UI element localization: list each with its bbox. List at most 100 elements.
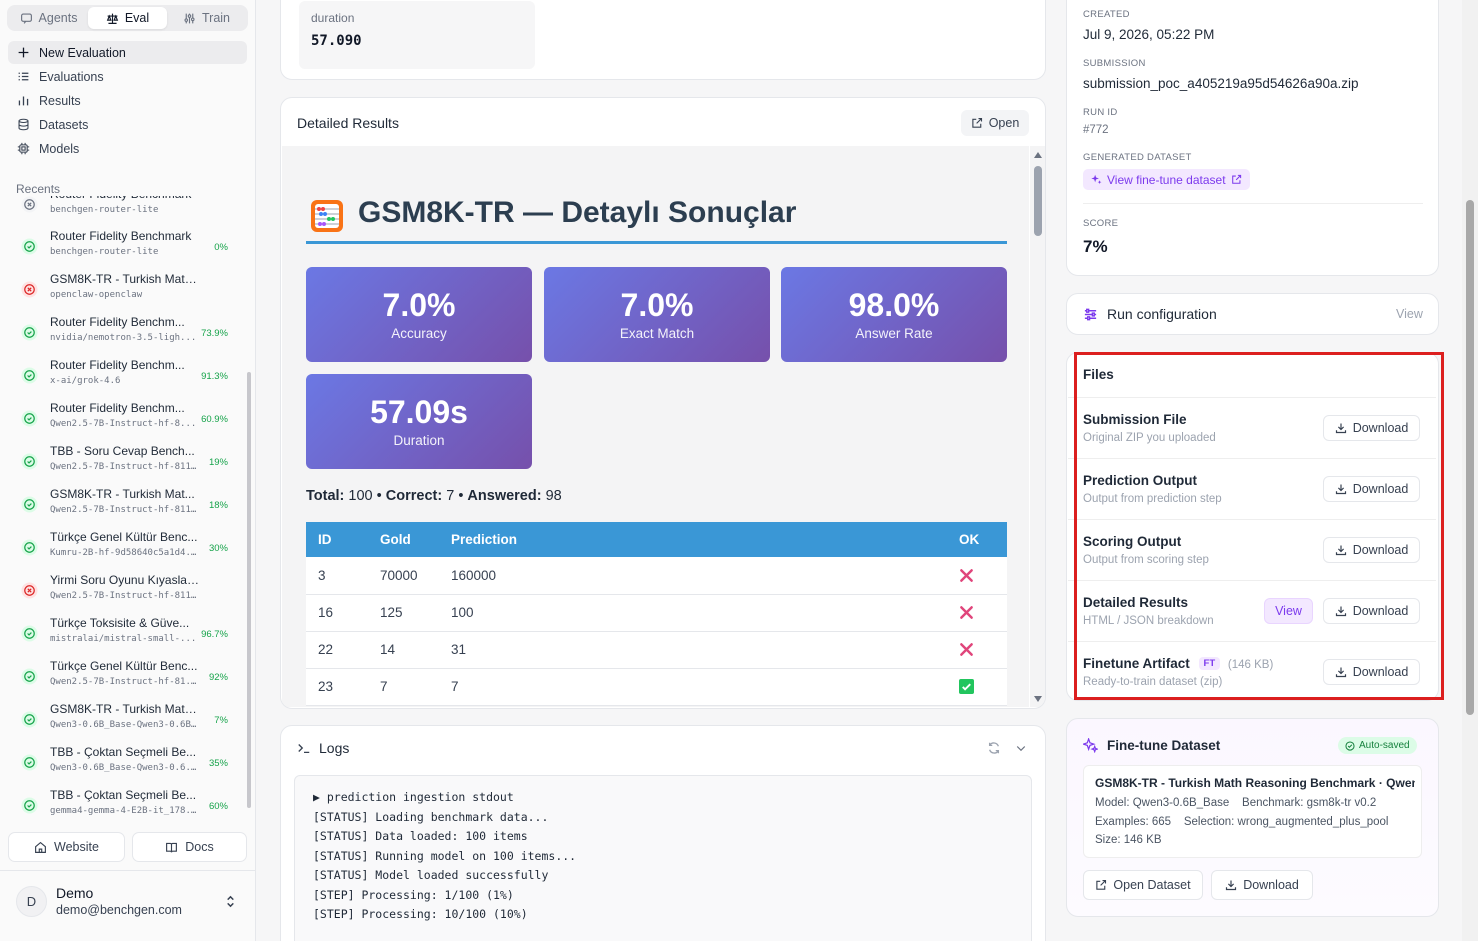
file-name: Detailed Results bbox=[1083, 595, 1189, 610]
download-icon bbox=[1335, 423, 1346, 434]
files-title: Files bbox=[1083, 367, 1114, 382]
nav-results[interactable]: Results bbox=[8, 89, 247, 112]
page-scrollbar[interactable] bbox=[1462, 0, 1478, 941]
recent-item[interactable]: Router Fidelity Benchm... Qwen2.5-7B-Inst… bbox=[8, 398, 240, 438]
report-scrollbar[interactable] bbox=[1030, 146, 1045, 707]
chevron-down-icon[interactable] bbox=[1015, 742, 1027, 754]
recent-item[interactable]: Router Fidelity Benchmark benchgen-router… bbox=[8, 196, 240, 224]
run-config-view[interactable]: View bbox=[1396, 307, 1423, 321]
page-scroll-thumb[interactable] bbox=[1466, 200, 1474, 715]
file-description: Original ZIP you uploaded bbox=[1083, 432, 1216, 444]
nav-models[interactable]: Models bbox=[8, 137, 247, 160]
abacus-icon bbox=[311, 200, 343, 232]
open-results-button[interactable]: Open bbox=[961, 110, 1029, 136]
cell-prediction: 160000 bbox=[439, 557, 947, 595]
detailed-results-title: Detailed Results bbox=[297, 115, 399, 131]
duration-box: duration 57.090 bbox=[299, 1, 535, 69]
view-file-button[interactable]: View bbox=[1264, 598, 1313, 624]
download-icon bbox=[1335, 667, 1346, 678]
recent-model: Qwen3-0.6B_Base-Qwen3-0.6... bbox=[50, 763, 200, 773]
recent-model: Qwen2.5-7B-Instruct-hf-811... bbox=[50, 462, 200, 472]
recent-score: 19% bbox=[208, 457, 228, 468]
book-icon bbox=[166, 842, 178, 852]
recent-item[interactable]: GSM8K-TR - Turkish Math Rea... openclaw-o… bbox=[8, 269, 240, 309]
recent-model: Qwen2.5-7B-Instruct-hf-8116f9e5... bbox=[50, 591, 200, 601]
scroll-up-arrow[interactable] bbox=[1034, 152, 1042, 158]
log-line: ▶ prediction ingestion stdout bbox=[313, 790, 514, 804]
x-circle-icon bbox=[21, 281, 38, 298]
table-row: 23 7 7 bbox=[306, 668, 1007, 706]
recent-model: Qwen2.5-7B-Instruct-hf-8... bbox=[50, 419, 197, 429]
recent-item[interactable]: Türkçe Toksisite & Güve... mistralai/mist… bbox=[8, 613, 240, 653]
log-line: [STATUS] Data loaded: 100 items bbox=[313, 829, 528, 843]
recent-item[interactable]: Yirmi Soru Oyunu Kıyaslaması Qwen2.5-7B-I… bbox=[8, 570, 240, 610]
cell-gold: 7 bbox=[368, 668, 439, 706]
sliders-icon bbox=[184, 13, 195, 23]
recent-item[interactable]: TBB - Soru Cevap Bench... Qwen2.5-7B-Inst… bbox=[8, 441, 240, 481]
cell-id: 22 bbox=[306, 631, 368, 669]
score-value: 7% bbox=[1083, 237, 1108, 256]
check-circle-icon bbox=[21, 668, 38, 685]
download-button[interactable]: Download bbox=[1323, 598, 1420, 624]
chevron-up-down-icon[interactable] bbox=[224, 894, 237, 909]
download-button[interactable]: Download bbox=[1323, 659, 1420, 685]
nav-new-evaluation[interactable]: New Evaluation bbox=[8, 41, 247, 64]
cell-id: 3 bbox=[306, 557, 368, 595]
table-body: 3 70000 160000 16 125 100 22 14 31 23 7 7 bbox=[306, 557, 1007, 706]
recent-item[interactable]: Türkçe Genel Kültür Benc... Kumru-2B-hf-9… bbox=[8, 527, 240, 567]
recent-item[interactable]: TBB - Çoktan Seçmeli Be... gemma4-gemma-4… bbox=[8, 785, 240, 822]
cell-ok bbox=[947, 557, 1007, 595]
recent-title: Router Fidelity Benchmark bbox=[50, 229, 192, 243]
terminal-icon bbox=[298, 744, 310, 754]
scroll-down-arrow[interactable] bbox=[1034, 696, 1042, 702]
check-circle-icon bbox=[21, 754, 38, 771]
recent-model: Qwen2.5-7B-Instruct-hf-811... bbox=[50, 505, 200, 515]
recent-item[interactable]: TBB - Çoktan Seçmeli Be... Qwen3-0.6B_Bas… bbox=[8, 742, 240, 782]
recent-item[interactable]: Router Fidelity Benchm... nvidia/nemotron… bbox=[8, 312, 240, 352]
log-line: [STATUS] Loading benchmark data... bbox=[313, 809, 549, 824]
view-finetune-link[interactable]: View fine-tune dataset bbox=[1083, 169, 1250, 190]
table-row: 16 125 100 bbox=[306, 594, 1007, 632]
run-config-card[interactable]: Run configuration View bbox=[1066, 293, 1439, 335]
recent-score: 7% bbox=[214, 715, 228, 726]
recent-item[interactable]: Router Fidelity Benchm... x-ai/grok-4.6 91… bbox=[8, 355, 240, 395]
run-info-card: CREATED Jul 9, 2026, 05:22 PM SUBMISSION… bbox=[1066, 0, 1439, 276]
report-frame[interactable]: GSM8K-TR — Detaylı Sonuçlar 7.0% Accurac… bbox=[282, 146, 1029, 707]
scroll-thumb[interactable] bbox=[1034, 166, 1042, 236]
recent-model: Qwen3-0.6B_Base-Qwen3-0.6B... bbox=[50, 720, 200, 730]
recent-item[interactable]: Türkçe Genel Kültür Benc... Qwen2.5-7B-In… bbox=[8, 656, 240, 696]
recent-item[interactable]: GSM8K-TR - Turkish Math... Qwen3-0.6B_Bas… bbox=[8, 699, 240, 739]
user-menu[interactable]: D Demo demo@benchgen.com bbox=[0, 870, 256, 941]
col-prediction: Prediction bbox=[439, 522, 947, 557]
logs-card: Logs ▶ prediction ingestion stdout [STATU… bbox=[280, 725, 1046, 941]
external-link-icon bbox=[1231, 174, 1241, 184]
download-button[interactable]: Download bbox=[1323, 415, 1420, 441]
sidebar-scrollbar[interactable] bbox=[247, 372, 251, 808]
check-circle-icon bbox=[21, 711, 38, 728]
download-dataset-button[interactable]: Download bbox=[1211, 870, 1313, 900]
website-button[interactable]: Website bbox=[8, 832, 125, 862]
recent-item[interactable]: GSM8K-TR - Turkish Mat... Qwen2.5-7B-Inst… bbox=[8, 484, 240, 524]
sparkles-icon bbox=[1091, 174, 1102, 184]
tab-train[interactable]: Train bbox=[167, 7, 246, 29]
divider bbox=[1083, 203, 1423, 204]
submission-label: SUBMISSION bbox=[1083, 58, 1146, 69]
download-button[interactable]: Download bbox=[1323, 537, 1420, 563]
recent-model: mistralai/mistral-small-... bbox=[50, 634, 197, 644]
file-name: Submission File bbox=[1083, 412, 1187, 427]
recent-title: Router Fidelity Benchm... bbox=[50, 401, 185, 415]
run-id-label: RUN ID bbox=[1083, 107, 1118, 118]
docs-button[interactable]: Docs bbox=[132, 832, 247, 862]
tab-agents[interactable]: Agents bbox=[9, 7, 88, 29]
file-row: Scoring Output Output from scoring step Do… bbox=[1068, 519, 1436, 580]
user-email: demo@benchgen.com bbox=[56, 903, 182, 917]
tab-eval[interactable]: Eval bbox=[88, 7, 167, 29]
user-name: Demo bbox=[56, 885, 94, 901]
download-button[interactable]: Download bbox=[1323, 476, 1420, 502]
score-label: SCORE bbox=[1083, 218, 1119, 229]
nav-datasets[interactable]: Datasets bbox=[8, 113, 247, 136]
open-dataset-button[interactable]: Open Dataset bbox=[1083, 870, 1203, 900]
recent-item[interactable]: Router Fidelity Benchmark benchgen-router… bbox=[8, 226, 240, 266]
refresh-icon[interactable] bbox=[987, 741, 1001, 755]
nav-evaluations[interactable]: Evaluations bbox=[8, 65, 247, 88]
